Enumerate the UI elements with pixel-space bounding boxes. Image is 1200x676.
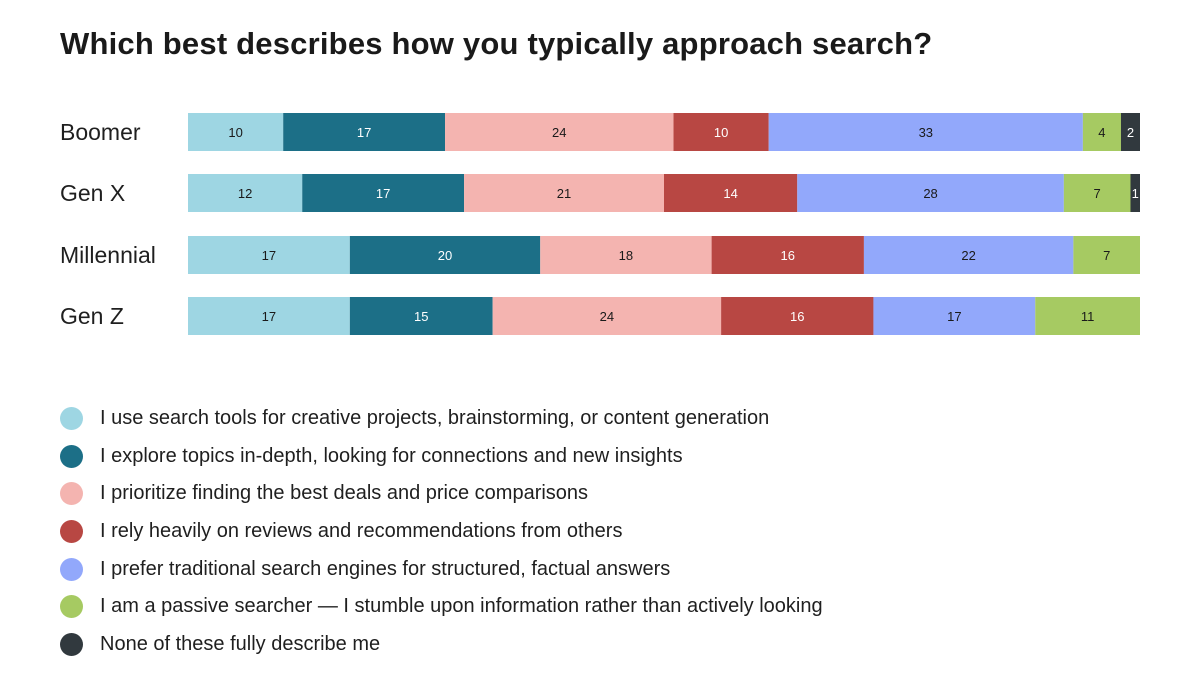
legend-item: I am a passive searcher — I stumble upon… (60, 588, 823, 626)
legend-label: None of these fully describe me (100, 632, 381, 655)
bar-segment (1082, 113, 1121, 151)
data-label: 33 (919, 125, 933, 140)
data-label: 2 (1127, 125, 1134, 140)
data-label: 28 (923, 186, 937, 201)
data-label: 17 (262, 309, 276, 324)
legend: I use search tools for creative projects… (60, 400, 823, 663)
data-label: 14 (723, 186, 737, 201)
legend-swatch (60, 482, 83, 506)
data-label: 16 (790, 309, 804, 324)
bar-segment (1120, 113, 1140, 151)
bar-segment (863, 236, 1074, 274)
legend-item: I explore topics in-depth, looking for c… (60, 438, 823, 476)
data-label: 20 (438, 248, 452, 263)
data-label: 12 (238, 186, 252, 201)
data-label: 17 (262, 248, 276, 263)
category-label: Boomer (60, 119, 141, 145)
bar-segment (464, 174, 664, 212)
legend-item: I prefer traditional search engines for … (60, 550, 823, 588)
legend-swatch (60, 595, 83, 619)
category-labels: Boomer Gen X Millennial Gen Z (60, 119, 156, 329)
bar-segment (711, 236, 864, 274)
legend-item: None of these fully describe me (60, 626, 823, 664)
legend-item: I prioritize finding the best deals and … (60, 475, 823, 513)
bar-segment (1130, 174, 1140, 212)
data-label: 4 (1098, 125, 1105, 140)
legend-label: I prioritize finding the best deals and … (100, 482, 589, 505)
legend-label: I use search tools for creative projects… (100, 407, 770, 430)
legend-label: I rely heavily on reviews and recommenda… (100, 520, 623, 543)
bar-segment (540, 236, 712, 274)
bar-segment (349, 236, 541, 274)
bar-segment (1073, 236, 1140, 274)
bar-segment (1035, 297, 1140, 335)
category-label: Gen Z (60, 303, 124, 329)
data-label: 10 (228, 125, 242, 140)
legend-label: I prefer traditional search engines for … (100, 557, 671, 580)
legend-swatch (60, 520, 83, 544)
data-label: 24 (552, 125, 566, 140)
bar-segment (492, 297, 722, 335)
bar-segments (188, 113, 1140, 335)
data-label: 11 (1081, 309, 1095, 324)
legend-label: I explore topics in-depth, looking for c… (100, 444, 683, 467)
legend-label: I am a passive searcher — I stumble upon… (100, 595, 823, 618)
legend-swatch (60, 407, 83, 431)
data-label: 21 (557, 186, 571, 201)
legend-swatch (60, 444, 83, 468)
bar-segment (1063, 174, 1131, 212)
category-label: Millennial (60, 242, 156, 268)
bar-segment (302, 174, 465, 212)
bar-segment (673, 113, 769, 151)
chart-title: Which best describes how you typically a… (60, 26, 933, 61)
data-label: 16 (781, 248, 795, 263)
bar-segment (188, 297, 350, 335)
category-label: Gen X (60, 180, 125, 206)
legend-swatch (60, 632, 83, 656)
data-label: 17 (357, 125, 371, 140)
data-label: 15 (414, 309, 428, 324)
bar-segment (283, 113, 446, 151)
data-label: 1 (1132, 186, 1139, 201)
bar-segment (797, 174, 1064, 212)
data-label: 17 (947, 309, 961, 324)
bar-segment (768, 113, 1083, 151)
bar-segment (188, 113, 284, 151)
legend-swatch (60, 557, 83, 581)
data-label: 17 (376, 186, 390, 201)
bar-segment (188, 174, 303, 212)
legend-item: I rely heavily on reviews and recommenda… (60, 513, 823, 551)
bar-segment (188, 236, 350, 274)
data-label: 18 (619, 248, 633, 263)
data-label: 10 (714, 125, 728, 140)
bar-segment (349, 297, 493, 335)
data-label: 7 (1094, 186, 1101, 201)
data-label: 24 (600, 309, 614, 324)
bar-segment (721, 297, 874, 335)
data-labels: 10 17 24 10 33 4 2 12 17 21 14 28 7 1 17 20 18 16 22 7 17 15 2… (228, 125, 1138, 324)
bar-segment (664, 174, 798, 212)
data-label: 22 (961, 248, 975, 263)
bar-segment (445, 113, 674, 151)
data-label: 7 (1103, 248, 1110, 263)
bar-segment (873, 297, 1036, 335)
legend-item: I use search tools for creative projects… (60, 400, 823, 438)
